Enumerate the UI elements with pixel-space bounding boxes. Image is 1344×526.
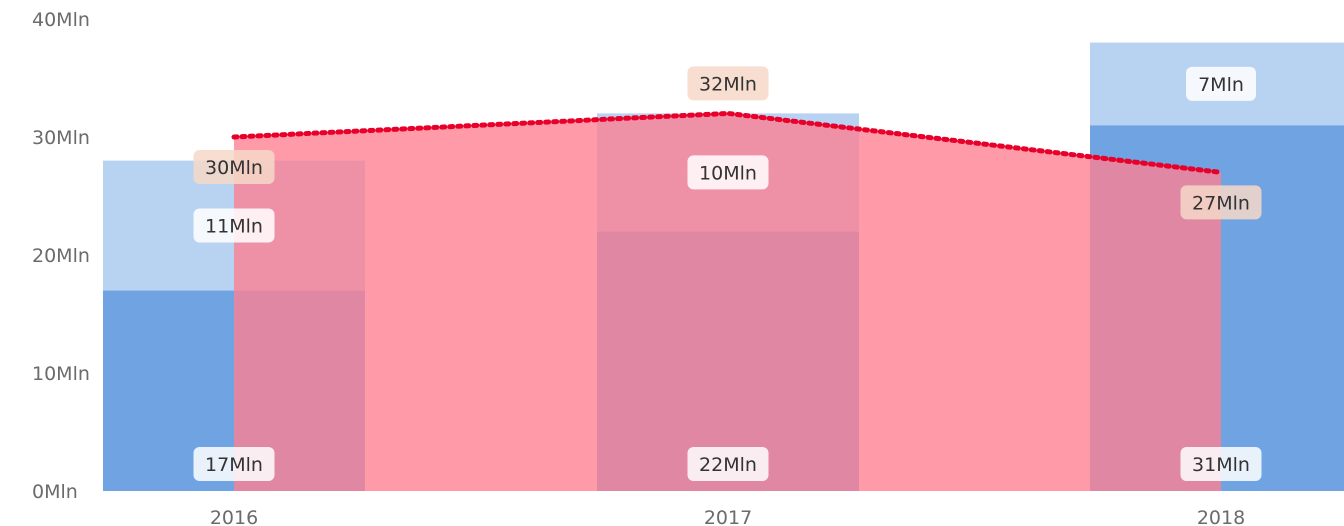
x-tick-label: 2016 <box>210 507 258 526</box>
line-label-2017-bg <box>687 66 769 101</box>
line-label-2016-text: 30Mln <box>205 157 263 179</box>
bar-bottom-label-2016: 17Mln <box>193 447 275 481</box>
bar-bottom-label-2018: 31Mln <box>1180 447 1262 481</box>
bar-top-label-2016: 11Mln <box>193 208 275 243</box>
bar-bottom-label-2018-bg <box>1180 447 1262 481</box>
bar-top-label-2018-bg <box>1186 66 1256 101</box>
labels-layer: 17Mln 11Mln 22Mln 10Mln 31Mln 7Mln 30Mln 32Mln 2… <box>193 66 1262 481</box>
line-label-2016-bg <box>193 150 275 184</box>
y-tick-label: 20Mln <box>32 245 90 267</box>
x-tick-label: 2018 <box>1197 507 1245 526</box>
bar-bottom-label-2017-bg <box>687 447 769 481</box>
bar-bottom-label-2016-bg <box>193 447 275 481</box>
line-label-2018-text: 27Mln <box>1192 192 1250 214</box>
bar-bottom-label-2017: 22Mln <box>687 447 769 481</box>
area-layer <box>231 110 1224 492</box>
bar-top-label-2016-bg <box>193 208 275 243</box>
bar-top-label-2017: 10Mln <box>687 155 769 190</box>
x-tick-label: 2017 <box>704 507 752 526</box>
trend-line <box>231 110 1224 175</box>
line-label-2017-text: 32Mln <box>699 73 757 95</box>
bar-top-label-2018: 7Mln <box>1186 66 1256 101</box>
area-fill <box>234 113 1221 492</box>
bar-top-label-2018-text: 7Mln <box>1198 74 1244 96</box>
y-tick-label: 40Mln <box>32 9 90 31</box>
line-label-2018-bg <box>1180 185 1262 220</box>
bar-bottom-label-2016-text: 17Mln <box>205 454 263 476</box>
y-tick-label: 10Mln <box>32 363 90 385</box>
bar-top-label-2017-bg <box>687 155 769 190</box>
line-label-2016: 30Mln <box>193 150 275 184</box>
bar-top-label-2017-text: 10Mln <box>699 162 757 184</box>
axes-layer: 0Mln 10Mln 20Mln 30Mln 40Mln 2016 2017 2018 <box>32 9 1245 526</box>
bar-top-label-2016-text: 11Mln <box>205 216 263 238</box>
y-tick-label: 0Mln <box>32 481 78 503</box>
bar-bottom-label-2018-text: 31Mln <box>1192 454 1250 476</box>
y-tick-label: 30Mln <box>32 127 90 149</box>
bar-bottom-label-2017-text: 22Mln <box>699 454 757 476</box>
line-label-2017: 32Mln <box>687 66 769 101</box>
line-label-2018: 27Mln <box>1180 185 1262 220</box>
